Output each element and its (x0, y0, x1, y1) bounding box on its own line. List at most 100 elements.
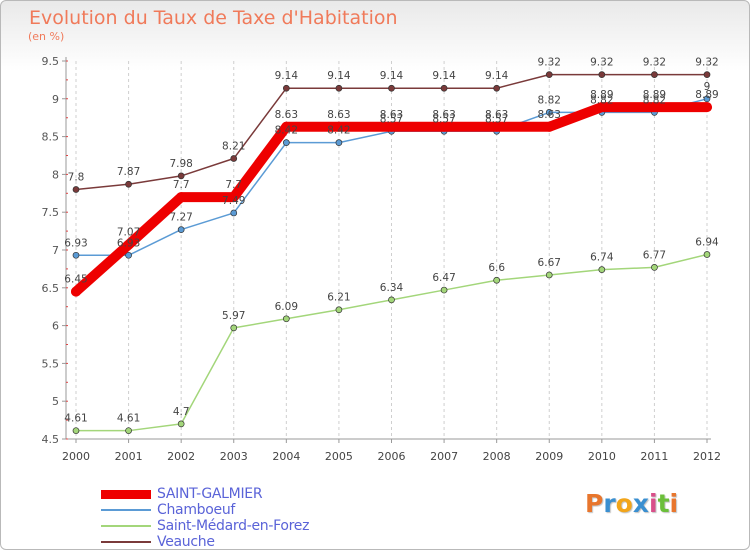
data-label: 5.97 (222, 310, 245, 322)
data-point (702, 102, 712, 113)
data-label: 8.42 (327, 125, 350, 137)
data-point (598, 71, 606, 78)
y-tick-label: 5.5 (42, 357, 60, 370)
data-point (703, 95, 711, 103)
data-point (440, 84, 448, 92)
data-label: 8.82 (538, 94, 561, 106)
y-tick-label: 4.5 (42, 433, 60, 446)
data-point (71, 286, 81, 297)
data-point (230, 155, 238, 162)
data-label: 9.32 (695, 57, 718, 69)
logo-letter: i (669, 489, 679, 518)
data-point (177, 172, 185, 180)
data-point (545, 71, 553, 78)
legend-swatch (101, 541, 151, 543)
x-tick-label: 2001 (115, 450, 143, 463)
x-tick-label: 2007 (430, 450, 458, 463)
data-label: 8.63 (327, 109, 350, 121)
data-point (544, 121, 555, 132)
logo-letter: o (615, 489, 633, 518)
data-point (281, 121, 292, 132)
data-point (125, 180, 132, 188)
data-label: 6.93 (117, 237, 140, 249)
x-tick-label: 2004 (272, 450, 300, 463)
data-label: 7.7 (225, 179, 242, 191)
y-tick-label: 6 (52, 320, 59, 333)
logo-letter: i (649, 489, 658, 518)
data-point (125, 427, 132, 435)
data-label: 9 (704, 81, 711, 93)
y-tick-label: 6.5 (42, 282, 60, 295)
x-tick-label: 2012 (693, 450, 721, 463)
data-point (335, 306, 343, 314)
data-label: 6.77 (643, 249, 666, 261)
data-point (282, 315, 290, 323)
data-point (228, 192, 239, 203)
data-label: 9.14 (275, 70, 299, 82)
data-label: 7.07 (117, 227, 140, 239)
data-label: 6.34 (380, 282, 404, 294)
data-label: 8.89 (590, 89, 613, 101)
data-point (388, 296, 395, 304)
data-label: 8.82 (590, 94, 613, 106)
data-point (72, 251, 80, 259)
data-label: 9.14 (485, 70, 509, 82)
data-label: 8.57 (380, 113, 403, 125)
legend-item: Veauche (101, 534, 309, 550)
data-label: 9.14 (327, 70, 351, 82)
data-label: 4.61 (64, 413, 87, 425)
y-tick-label: 9 (52, 93, 59, 106)
data-label: 7.98 (169, 158, 192, 170)
data-label: 8.63 (485, 109, 508, 121)
data-label: 6.21 (327, 292, 350, 304)
data-point (703, 251, 711, 258)
series-saint-galmier (71, 102, 712, 297)
data-point (333, 121, 344, 132)
y-tick-label: 8 (52, 168, 59, 181)
x-tick-label: 2003 (220, 450, 248, 463)
data-label: 8.21 (222, 141, 245, 153)
x-tick-label: 2000 (62, 450, 90, 463)
data-point (545, 271, 553, 279)
data-label: 8.42 (275, 125, 298, 137)
data-label: 8.63 (432, 109, 455, 121)
legend-item: Saint-Médard-en-Forez (101, 518, 309, 534)
legend-swatch (101, 509, 151, 511)
data-point (493, 276, 501, 284)
data-label: 7.27 (169, 212, 192, 224)
legend-label: SAINT-GALMIER (157, 486, 263, 502)
unit-label: (en %) (28, 30, 65, 43)
data-label: 4.7 (173, 406, 190, 418)
data-point (388, 84, 395, 92)
series-saint-m-dard-en-forez (72, 251, 711, 435)
data-point (386, 121, 397, 132)
data-point (176, 192, 187, 203)
data-point (649, 102, 660, 113)
y-tick-label: 5 (52, 395, 59, 408)
data-label: 6.09 (275, 301, 298, 313)
y-tick-label: 9.5 (42, 55, 60, 68)
data-point (335, 139, 343, 146)
data-point (123, 239, 134, 250)
data-point (439, 121, 450, 132)
data-label: 6.45 (64, 274, 87, 286)
data-label: 9.32 (590, 57, 613, 69)
logo-letter: x (632, 489, 649, 518)
data-point (545, 109, 553, 116)
data-point (177, 420, 185, 428)
data-label: 9.32 (538, 57, 561, 69)
legend-item: SAINT-GALMIER (101, 486, 309, 502)
data-label: 9.14 (380, 70, 404, 82)
logo-letter: P (585, 489, 604, 518)
data-point (703, 71, 711, 78)
data-point (598, 266, 606, 274)
legend-swatch (101, 525, 151, 527)
data-label: 8.57 (432, 113, 455, 125)
data-label: 7.8 (68, 172, 85, 184)
data-point (491, 121, 502, 132)
x-tick-label: 2009 (535, 450, 563, 463)
legend-label: Veauche (157, 534, 215, 550)
data-label: 6.47 (432, 272, 455, 284)
y-tick-label: 7 (52, 244, 59, 257)
